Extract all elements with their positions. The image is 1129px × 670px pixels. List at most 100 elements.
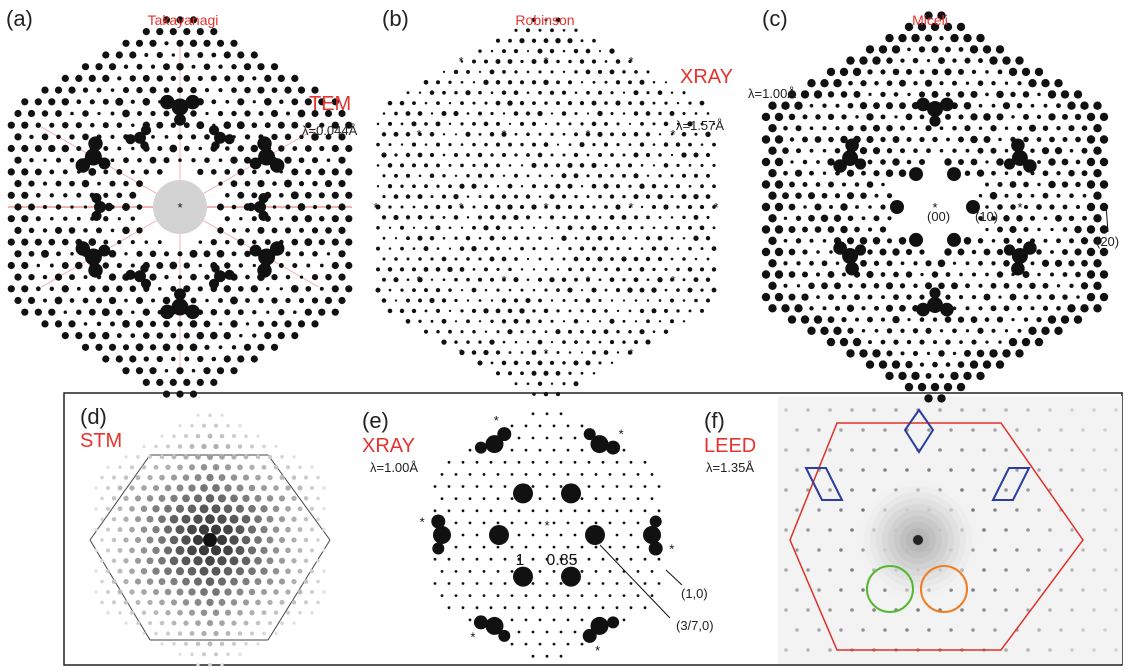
diffraction-spot <box>628 267 632 272</box>
diffraction-spot <box>905 628 909 632</box>
diffraction-spot <box>248 588 256 596</box>
diffraction-spot <box>405 152 411 158</box>
diffraction-spot <box>688 101 692 105</box>
diffraction-spot <box>435 308 441 313</box>
diffraction-spot <box>406 278 410 282</box>
diffraction-spot <box>140 505 148 513</box>
diffraction-spot <box>201 652 207 657</box>
diffraction-spot <box>285 204 291 210</box>
diffraction-spot <box>905 548 909 552</box>
diffraction-spot <box>712 122 716 126</box>
diffraction-spot <box>454 340 458 344</box>
diffraction-spot <box>633 256 639 262</box>
diffraction-spot <box>496 594 500 597</box>
diffraction-spot <box>483 59 489 64</box>
diffraction-spot <box>658 111 662 116</box>
diffraction-spot <box>412 247 416 250</box>
diffraction-spot <box>447 460 451 464</box>
diffraction-spot <box>124 298 128 303</box>
diffraction-spot <box>70 205 74 209</box>
diffraction-spot <box>604 121 608 126</box>
diffraction-spot <box>468 521 472 525</box>
diffraction-spot <box>985 182 989 187</box>
diffraction-spot <box>526 49 530 53</box>
diffraction-spot <box>552 618 556 622</box>
diffraction-spot <box>478 236 482 240</box>
diffraction-spot <box>965 261 970 266</box>
diffraction-spot <box>1054 147 1063 155</box>
diffraction-spot <box>795 508 799 512</box>
diffraction-spot <box>100 475 104 480</box>
diffraction-spot <box>629 509 633 513</box>
diffraction-spot <box>615 204 621 210</box>
cluster-spot <box>171 298 189 316</box>
diffraction-spot <box>477 360 483 366</box>
diffraction-spot <box>1059 468 1063 472</box>
diffraction-spot <box>243 343 252 351</box>
diffraction-spot <box>324 109 333 118</box>
diffraction-spot <box>579 204 585 210</box>
diffraction-spot <box>312 180 318 187</box>
diffraction-spot <box>774 202 784 212</box>
diffraction-spot <box>835 261 840 266</box>
diffraction-spot <box>495 204 501 210</box>
diffraction-spot <box>883 468 887 472</box>
diffraction-spot <box>322 486 326 490</box>
diffraction-spot <box>468 594 472 597</box>
diffraction-spot <box>164 41 169 46</box>
diffraction-spot <box>982 45 992 54</box>
diffraction-spot <box>1029 215 1036 221</box>
diffraction-spot <box>800 315 810 324</box>
diffraction-spot <box>768 146 777 155</box>
diffraction-spot <box>1062 227 1068 232</box>
diffraction-spot <box>210 545 222 556</box>
diffraction-spot <box>927 548 931 552</box>
diffraction-spot <box>868 205 872 209</box>
diffraction-spot <box>242 474 250 481</box>
diffraction-spot <box>768 214 777 223</box>
diffraction-spot <box>149 273 157 281</box>
diffraction-spot <box>911 33 920 43</box>
diffraction-spot <box>826 337 836 347</box>
diffraction-spot <box>135 475 141 481</box>
diffraction-spot <box>514 28 518 32</box>
diffraction-spot <box>552 594 556 597</box>
diffraction-spot <box>255 599 261 606</box>
diffraction-spot <box>21 308 29 316</box>
diffraction-spot <box>918 158 926 166</box>
diffraction-spot <box>925 125 932 132</box>
diffraction-spot <box>177 275 183 280</box>
diffraction-spot <box>21 191 29 199</box>
diffraction-spot <box>681 194 687 200</box>
cluster-spot <box>1011 248 1028 264</box>
diffraction-spot <box>96 87 102 93</box>
diffraction-spot <box>1086 247 1096 257</box>
diffraction-spot <box>768 191 777 200</box>
diffraction-spot <box>319 122 325 128</box>
diffraction-spot <box>598 320 602 323</box>
diffraction-spot <box>699 100 705 106</box>
diffraction-spot <box>278 516 286 523</box>
diffraction-spot <box>82 133 89 141</box>
diffraction-spot <box>1103 548 1107 552</box>
diffraction-spot <box>705 131 711 137</box>
diffraction-spot <box>502 112 506 115</box>
diffraction-spot <box>223 285 231 293</box>
diffraction-spot <box>526 70 530 74</box>
diffraction-spot <box>405 318 411 324</box>
diffraction-spot <box>141 610 147 615</box>
diffraction-spot <box>156 75 163 82</box>
cluster-spot <box>1011 150 1028 166</box>
diffraction-spot <box>868 340 872 345</box>
panel-c-miller-20: (20) <box>1096 234 1119 249</box>
diffraction-spot <box>538 545 542 549</box>
diffraction-spot <box>657 193 663 200</box>
diffraction-spot <box>298 157 305 164</box>
diffraction-spot <box>466 216 470 219</box>
diffraction-spot <box>142 74 150 82</box>
diffraction-spot <box>285 568 291 575</box>
diffraction-spot <box>140 567 148 575</box>
diffraction-spot <box>873 215 880 222</box>
diffraction-spot <box>418 132 422 137</box>
diffraction-spot <box>447 582 451 585</box>
